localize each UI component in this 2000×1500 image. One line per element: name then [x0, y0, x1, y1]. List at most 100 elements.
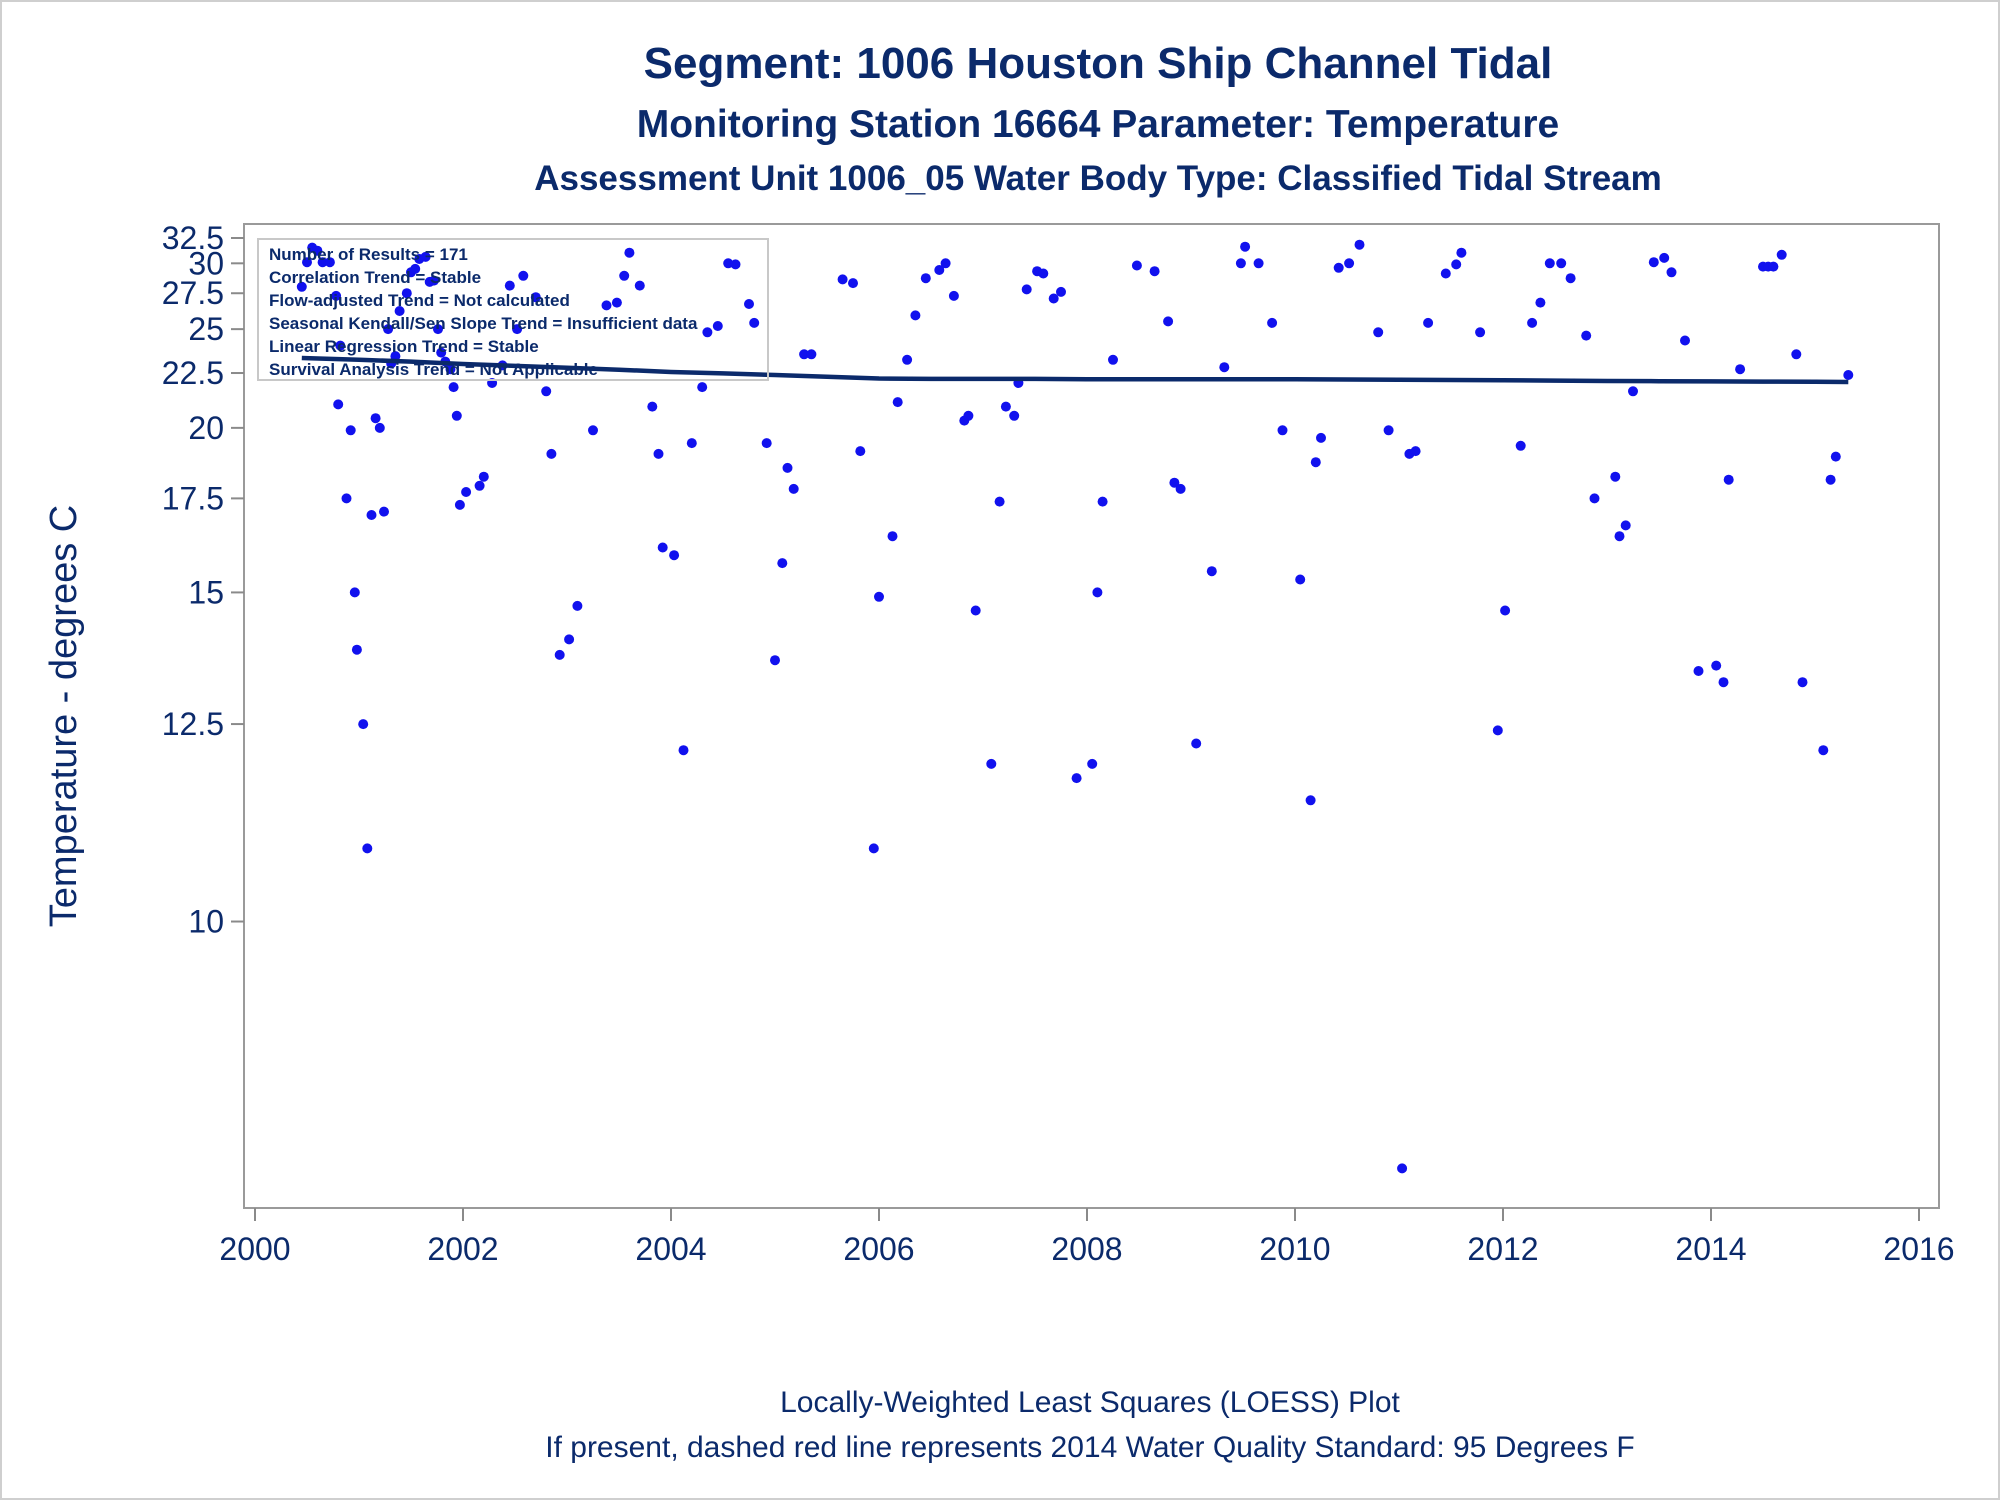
- data-point: [1009, 410, 1020, 421]
- data-point: [410, 263, 421, 274]
- data-point: [1659, 252, 1670, 263]
- data-point: [401, 288, 412, 299]
- data-point: [619, 270, 630, 281]
- data-point: [428, 275, 439, 286]
- data-point: [887, 531, 898, 542]
- data-point: [345, 425, 356, 436]
- data-point: [1235, 258, 1246, 269]
- data-point: [530, 292, 541, 303]
- data-point: [1581, 330, 1592, 341]
- chart-subtitle-2: Assessment Unit 1006_05 Water Body Type:…: [534, 159, 1662, 198]
- data-point: [624, 247, 635, 258]
- stats-box: Number of Results = 171 Correlation Tren…: [257, 238, 769, 381]
- data-point: [341, 493, 352, 504]
- data-point: [366, 510, 377, 520]
- data-point: [855, 446, 866, 457]
- data-point: [986, 758, 997, 769]
- data-point: [1397, 1163, 1408, 1174]
- data-point: [1723, 474, 1734, 485]
- data-point: [1344, 258, 1355, 269]
- data-point: [1169, 477, 1180, 488]
- data-point: [1021, 284, 1032, 295]
- data-point: [1000, 401, 1011, 412]
- stats-line: Number of Results = 171: [269, 245, 468, 264]
- data-point: [564, 634, 575, 645]
- y-tick-label: 27.5: [162, 275, 224, 311]
- data-point: [837, 274, 848, 285]
- data-point: [335, 340, 346, 351]
- data-point: [1527, 317, 1538, 328]
- data-point: [546, 448, 557, 459]
- data-point: [848, 278, 858, 289]
- x-tick-label: 2016: [1883, 1231, 1954, 1267]
- data-point: [1423, 317, 1434, 328]
- x-tick-label: 2012: [1467, 1231, 1538, 1267]
- data-point: [744, 299, 754, 309]
- data-point: [554, 649, 565, 660]
- data-point: [770, 655, 780, 666]
- y-tick-label: 20: [188, 410, 224, 446]
- data-point: [390, 351, 401, 362]
- data-point: [730, 259, 741, 270]
- data-point: [702, 327, 713, 338]
- data-point: [394, 306, 405, 316]
- data-point: [588, 425, 598, 436]
- x-tick-label: 2006: [843, 1231, 914, 1267]
- data-point: [1500, 605, 1511, 616]
- x-tick-label: 2004: [635, 1231, 706, 1267]
- data-point: [451, 410, 462, 421]
- data-point: [1149, 266, 1160, 277]
- data-point: [1354, 239, 1365, 250]
- data-point: [1277, 425, 1288, 436]
- data-point: [374, 422, 385, 433]
- data-point: [296, 281, 307, 292]
- x-tick-label: 2008: [1051, 1231, 1122, 1267]
- data-point: [749, 317, 760, 328]
- data-point: [448, 382, 459, 393]
- data-point: [433, 324, 443, 335]
- y-tick-label: 30: [188, 245, 224, 281]
- data-point: [1305, 795, 1316, 806]
- data-point: [1610, 471, 1621, 482]
- data-point: [1515, 440, 1526, 451]
- data-point: [1131, 260, 1142, 271]
- data-point: [678, 745, 689, 756]
- data-point: [1565, 273, 1576, 284]
- data-point: [351, 644, 362, 655]
- data-point: [910, 310, 921, 321]
- data-point: [1163, 316, 1174, 327]
- data-point: [1240, 241, 1251, 252]
- data-point: [383, 324, 394, 335]
- data-point: [892, 397, 903, 408]
- x-tick-label: 2014: [1675, 1231, 1746, 1267]
- data-point: [782, 462, 793, 473]
- data-point: [379, 506, 389, 517]
- y-axis-label: Temperature - degrees C: [43, 505, 85, 927]
- data-point: [697, 382, 708, 393]
- data-point: [657, 542, 668, 553]
- data-point: [420, 251, 431, 262]
- data-point: [1038, 268, 1049, 279]
- data-point: [1666, 267, 1677, 278]
- data-point: [512, 324, 523, 335]
- data-point: [1092, 587, 1103, 598]
- stats-box-frame: [257, 238, 769, 381]
- data-point: [1589, 493, 1600, 504]
- data-point: [1825, 474, 1836, 485]
- data-point: [1535, 297, 1546, 308]
- data-point: [317, 257, 328, 268]
- data-point: [653, 448, 664, 459]
- data-point: [1410, 446, 1421, 457]
- x-axis: 2000 2002 2004 2006 2008 2010 2012 2014 2016: [219, 1208, 1955, 1267]
- data-point: [1680, 335, 1690, 346]
- stats-line: Seasonal Kendall/Sen Slope Trend = Insuf…: [269, 314, 698, 333]
- data-point: [474, 480, 485, 491]
- y-tick-label: 25: [188, 311, 224, 347]
- data-point: [358, 719, 369, 730]
- data-point: [1219, 362, 1230, 373]
- chart-subtitle: Monitoring Station 16664 Parameter: Temp…: [637, 103, 1560, 146]
- chart-title: Segment: 1006 Houston Ship Channel Tidal: [644, 39, 1553, 88]
- data-point: [611, 297, 622, 308]
- data-point: [1718, 677, 1729, 688]
